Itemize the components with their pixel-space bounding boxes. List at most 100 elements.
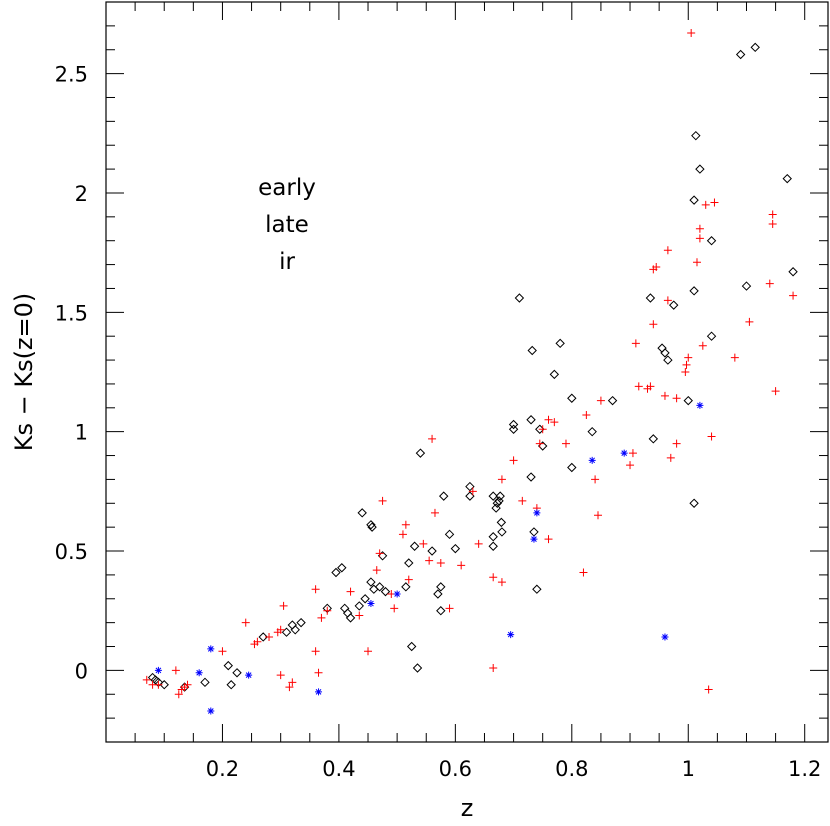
point-late xyxy=(183,680,192,689)
x-tick-label: 1.2 xyxy=(788,757,821,781)
point-early xyxy=(514,293,525,303)
point-early xyxy=(226,680,236,690)
point-late xyxy=(745,317,754,326)
point-late xyxy=(684,353,693,362)
point-early xyxy=(648,434,659,444)
point-early xyxy=(404,558,414,568)
point-late xyxy=(474,539,483,548)
point-late xyxy=(692,258,701,267)
point-late xyxy=(634,382,643,391)
point-late xyxy=(663,246,672,255)
point-late xyxy=(497,578,506,587)
point-late xyxy=(730,353,739,362)
point-late xyxy=(771,387,780,396)
point-late xyxy=(518,496,527,505)
point-late xyxy=(265,632,274,641)
point-early xyxy=(374,582,385,592)
y-tick-label: 0 xyxy=(75,659,88,683)
point-early xyxy=(497,527,507,537)
point-late xyxy=(288,678,297,687)
x-axis-title: z xyxy=(461,794,474,822)
point-early xyxy=(412,663,423,673)
point-late xyxy=(317,613,326,622)
point-early xyxy=(683,395,693,406)
x-tick-label: 1 xyxy=(682,757,695,781)
point-late xyxy=(666,453,675,462)
point-late xyxy=(538,425,547,434)
point-early xyxy=(788,267,798,277)
point-early xyxy=(401,582,411,592)
point-late xyxy=(489,573,498,582)
point-late xyxy=(672,394,681,403)
point-early xyxy=(337,563,347,573)
point-early xyxy=(607,395,618,406)
point-late xyxy=(596,396,605,405)
point-late xyxy=(660,391,669,400)
point-late xyxy=(364,647,373,656)
point-ir xyxy=(533,509,541,517)
point-late xyxy=(355,611,364,620)
point-late xyxy=(218,647,227,656)
point-late xyxy=(681,368,690,376)
point-early xyxy=(360,594,370,604)
point-ir xyxy=(207,645,215,653)
point-early xyxy=(567,462,577,473)
point-late xyxy=(695,224,704,233)
point-early xyxy=(488,532,498,542)
point-early xyxy=(526,415,536,425)
point-late xyxy=(445,604,454,613)
point-late xyxy=(646,382,655,391)
point-late xyxy=(582,410,591,419)
point-late xyxy=(649,320,658,329)
point-early xyxy=(444,529,455,540)
y-tick-label: 0.5 xyxy=(55,540,88,564)
point-late xyxy=(375,549,384,558)
point-late xyxy=(323,606,332,615)
point-late xyxy=(401,520,410,529)
y-tick-label: 2.5 xyxy=(55,63,88,87)
point-early xyxy=(415,448,426,458)
point-late xyxy=(789,291,798,300)
x-tick-label: 0.2 xyxy=(206,757,239,781)
y-tick-label: 1.5 xyxy=(55,301,88,325)
point-late xyxy=(768,220,777,228)
point-early xyxy=(645,293,656,303)
point-late xyxy=(544,415,553,424)
point-ir xyxy=(207,707,215,715)
point-late xyxy=(497,475,506,484)
point-early xyxy=(436,606,446,616)
point-late xyxy=(404,575,413,584)
point-late xyxy=(509,456,518,465)
point-ir xyxy=(315,688,323,696)
point-early xyxy=(366,520,376,530)
point-early xyxy=(527,345,537,356)
legend-label-ir: ir xyxy=(279,249,295,275)
point-early xyxy=(439,491,449,501)
legend: early late ir xyxy=(258,175,316,275)
point-late xyxy=(591,475,600,484)
point-early xyxy=(367,522,377,532)
point-early xyxy=(345,613,356,623)
point-late xyxy=(279,601,288,610)
point-late xyxy=(154,680,163,689)
y-axis-title: Ks − Ks(z=0) xyxy=(10,293,38,452)
point-late xyxy=(652,262,661,271)
point-ir xyxy=(393,590,401,598)
point-early xyxy=(668,300,679,310)
point-late xyxy=(707,432,716,441)
point-early xyxy=(258,632,268,642)
point-late xyxy=(672,439,681,448)
point-early xyxy=(689,498,699,508)
point-late xyxy=(626,461,635,470)
point-early xyxy=(549,369,560,380)
point-late xyxy=(398,530,407,539)
point-late xyxy=(378,496,387,505)
y-tick-label: 1 xyxy=(75,421,88,445)
point-late xyxy=(428,434,437,443)
point-late xyxy=(663,296,672,305)
point-early xyxy=(366,577,376,587)
point-early xyxy=(508,419,519,430)
point-early xyxy=(526,472,536,482)
point-early xyxy=(354,601,364,611)
